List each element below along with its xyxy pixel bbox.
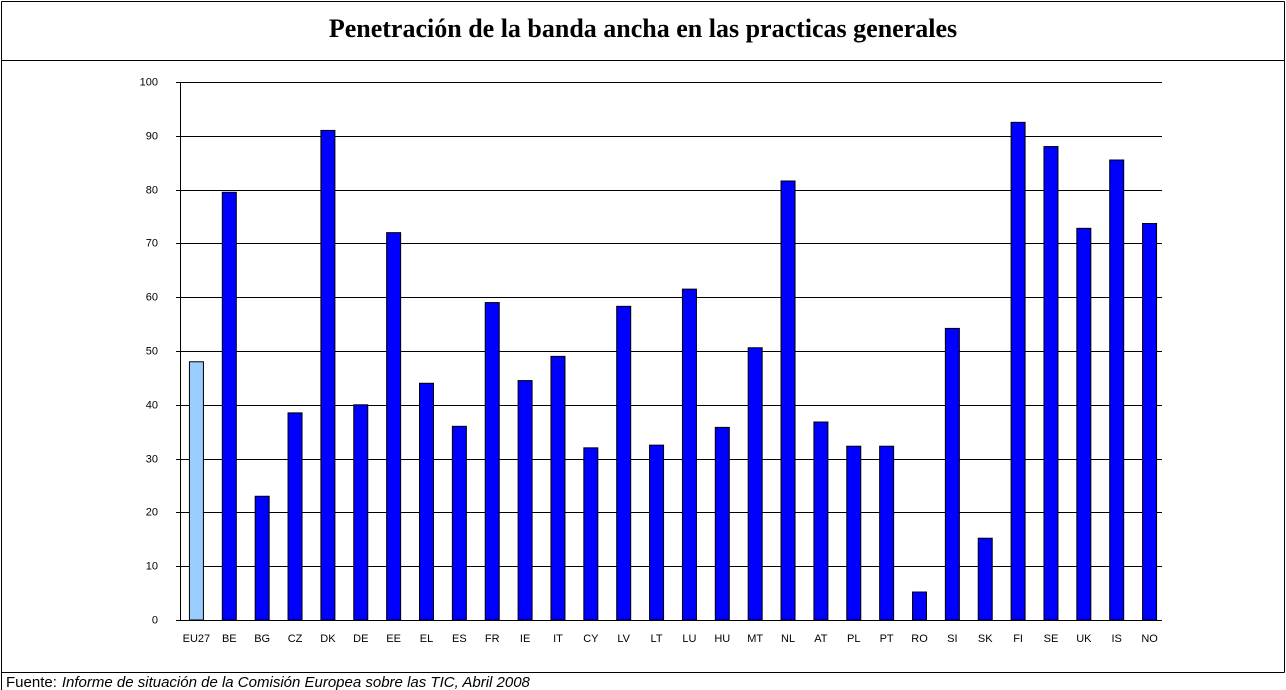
bar: [747, 347, 763, 621]
x-tick-label: UK: [1076, 633, 1092, 645]
bar: [780, 180, 796, 621]
bar: [714, 426, 730, 621]
bar: [1076, 227, 1092, 621]
x-tick-label: MT: [747, 633, 763, 645]
y-tick-label: 80: [146, 184, 158, 196]
x-tick-label: IE: [520, 633, 530, 645]
bar: [1010, 121, 1026, 621]
x-tick-label: DK: [320, 633, 336, 645]
bar: [353, 404, 369, 621]
source-text: Informe de situación de la Comisión Euro…: [62, 674, 531, 690]
bar: [649, 444, 665, 621]
x-tick-label: ES: [452, 633, 467, 645]
bar: [386, 232, 402, 621]
bar: [1109, 159, 1125, 621]
x-tick-label: LU: [682, 633, 696, 645]
x-tick-label: CZ: [288, 633, 303, 645]
x-tick-label: RO: [911, 633, 928, 645]
bar: [681, 288, 697, 621]
x-tick-label: BG: [254, 633, 270, 645]
x-tick-label: EU27: [183, 633, 211, 645]
y-tick-label: 60: [146, 291, 158, 303]
bar: [188, 361, 204, 621]
x-tick-label: NO: [1141, 633, 1158, 645]
x-tick-label: SK: [978, 633, 993, 645]
bar: [616, 305, 632, 621]
bar: [846, 445, 862, 621]
bar: [1043, 146, 1059, 621]
x-tick-label: EE: [386, 633, 401, 645]
bar: [1142, 222, 1158, 621]
bar: [419, 382, 434, 621]
y-tick-label: 20: [146, 506, 158, 518]
bar: [879, 445, 895, 621]
bar: [221, 191, 237, 621]
x-tick-label: FR: [485, 633, 500, 645]
x-tick-label: FI: [1013, 633, 1023, 645]
chart-title: Penetración de la banda ancha en las pra…: [329, 14, 957, 43]
y-tick-label: 40: [146, 399, 158, 411]
y-tick-label: 90: [146, 130, 158, 142]
x-tick-label: EL: [420, 633, 433, 645]
bar: [451, 425, 467, 621]
bar: [484, 302, 500, 621]
y-tick-label: 0: [152, 614, 158, 626]
bar: [912, 591, 927, 621]
y-tick-label: 70: [146, 237, 158, 249]
x-tick-label: BE: [222, 633, 237, 645]
x-tick-label: PL: [847, 633, 860, 645]
x-tick-label: LV: [617, 633, 630, 645]
source-label: Fuente:: [6, 674, 57, 690]
bar: [583, 447, 599, 621]
bar: [977, 537, 993, 621]
x-tick-label: IT: [553, 633, 563, 645]
bar: [254, 495, 270, 621]
x-tick-label: AT: [814, 633, 828, 645]
x-tick-label: SE: [1044, 633, 1059, 645]
x-tick-label: PT: [880, 633, 894, 645]
x-tick-label: HU: [714, 633, 730, 645]
bar: [944, 327, 960, 621]
bar: [517, 380, 533, 621]
bar: [550, 355, 566, 621]
y-tick-label: 100: [140, 76, 158, 88]
x-tick-label: SI: [947, 633, 957, 645]
x-tick-label: IS: [1111, 633, 1121, 645]
x-tick-label: NL: [781, 633, 795, 645]
source: Fuente: Informe de situación de la Comisi…: [6, 674, 531, 690]
x-tick-label: LT: [651, 633, 663, 645]
y-tick-label: 50: [146, 345, 158, 357]
x-tick-label: CY: [583, 633, 599, 645]
y-tick-label: 30: [146, 453, 158, 465]
bar: [287, 412, 303, 621]
y-tick-label: 10: [146, 560, 158, 572]
x-tick-label: DE: [353, 633, 368, 645]
bar: [320, 129, 336, 621]
bar: [813, 421, 829, 621]
